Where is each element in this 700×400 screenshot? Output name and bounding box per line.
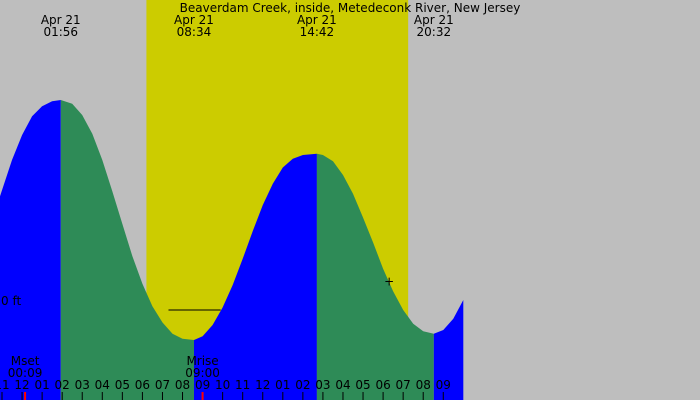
x-tick-label: 08: [416, 378, 431, 392]
x-tick-label: 06: [135, 378, 150, 392]
x-tick-label: 04: [335, 378, 350, 392]
moon-event-label: Mrise: [186, 354, 218, 368]
zero-label: 0 ft: [1, 294, 21, 308]
x-tick-label: 12: [255, 378, 270, 392]
cross-marker: +: [384, 274, 394, 288]
falling-tide-area: [316, 153, 434, 400]
x-tick-label: 09: [195, 378, 210, 392]
x-tick-label: 04: [95, 378, 110, 392]
moon-event-time: 09:00: [185, 366, 220, 380]
rising-tide-area: [433, 300, 464, 400]
x-tick-label: 08: [175, 378, 190, 392]
x-tick-label: 02: [295, 378, 310, 392]
x-tick-label: 05: [355, 378, 370, 392]
x-tick-label: 09: [436, 378, 451, 392]
x-tick-label: 11: [235, 378, 250, 392]
x-tick-label: 01: [34, 378, 49, 392]
extreme-date-label: Apr 21: [297, 13, 337, 27]
x-tick-label: 07: [396, 378, 411, 392]
x-tick-label: 12: [14, 378, 29, 392]
moon-event-label: Mset: [11, 354, 40, 368]
x-tick-label: 01: [275, 378, 290, 392]
x-tick-label: 03: [315, 378, 330, 392]
extreme-time-label: 20:32: [417, 25, 452, 39]
extreme-date-label: Apr 21: [174, 13, 214, 27]
rising-tide-area: [0, 100, 61, 400]
extreme-date-label: Apr 21: [41, 13, 81, 27]
x-tick-label: 06: [375, 378, 390, 392]
moon-event-time: 00:09: [8, 366, 43, 380]
extreme-date-label: Apr 21: [414, 13, 454, 27]
extreme-time-label: 01:56: [43, 25, 78, 39]
x-tick-label: 02: [55, 378, 70, 392]
x-tick-label: 07: [155, 378, 170, 392]
x-tick-label: 03: [75, 378, 90, 392]
extreme-time-label: 14:42: [300, 25, 335, 39]
x-tick-label: 10: [215, 378, 230, 392]
x-tick-label: 05: [115, 378, 130, 392]
extreme-time-label: 08:34: [177, 25, 212, 39]
x-tick-label: 11: [0, 378, 10, 392]
falling-tide-area: [60, 100, 195, 400]
rising-tide-area: [193, 153, 317, 400]
chart-title: Beaverdam Creek, inside, Metedeconk Rive…: [180, 1, 521, 15]
